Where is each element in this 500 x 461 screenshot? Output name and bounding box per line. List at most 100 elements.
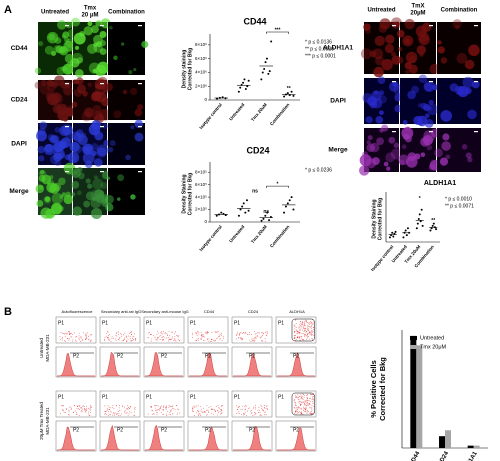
event-dot xyxy=(306,402,308,403)
event-dot xyxy=(122,340,124,341)
cell xyxy=(393,142,400,149)
event-dot xyxy=(112,337,114,339)
event-dot xyxy=(169,335,171,337)
x-tick-label: Isotype control xyxy=(198,224,223,252)
event-dot xyxy=(295,323,297,325)
event-dot xyxy=(174,409,176,410)
y-axis-label: Density Staining xyxy=(181,174,187,213)
data-point xyxy=(284,205,287,208)
event-dot xyxy=(204,412,206,413)
cell xyxy=(47,133,55,142)
event-dot xyxy=(107,408,109,410)
event-dot xyxy=(309,412,311,414)
data-point xyxy=(260,78,263,81)
event-dot xyxy=(265,335,267,337)
cell xyxy=(405,69,410,75)
bracket xyxy=(266,31,289,34)
event-dot xyxy=(192,409,194,411)
data-point xyxy=(242,81,245,84)
event-dot xyxy=(127,338,129,340)
legend-text: ** p ≤ 0.0020 xyxy=(305,46,334,52)
event-dot xyxy=(254,336,256,338)
event-dot xyxy=(262,333,264,334)
event-dot xyxy=(113,408,115,410)
cell xyxy=(40,80,47,87)
event-dot xyxy=(84,334,86,336)
event-dot xyxy=(65,412,66,413)
y-axis-label: Density Staining xyxy=(371,199,377,238)
event-dot xyxy=(236,334,238,336)
event-dot xyxy=(119,410,121,411)
event-dot xyxy=(294,326,296,328)
event-dot xyxy=(214,340,216,342)
event-dot xyxy=(199,406,201,407)
event-dot xyxy=(300,322,302,324)
event-dot xyxy=(154,336,156,338)
event-dot xyxy=(65,340,67,342)
event-dot xyxy=(117,331,119,333)
event-dot xyxy=(308,402,310,404)
event-dot xyxy=(175,405,177,407)
event-dot xyxy=(127,405,129,407)
cell xyxy=(441,141,451,151)
event-dot xyxy=(107,407,108,409)
event-dot xyxy=(62,409,64,411)
cell xyxy=(360,48,372,60)
cell xyxy=(423,80,435,93)
event-dot xyxy=(120,333,122,334)
event-dot xyxy=(307,334,309,335)
column-header: Untreated xyxy=(367,8,395,14)
cell xyxy=(95,20,102,27)
event-dot xyxy=(167,411,169,412)
event-dot xyxy=(129,336,131,338)
event-dot xyxy=(310,326,312,327)
cell xyxy=(366,143,376,153)
event-dot xyxy=(309,411,311,413)
event-dot xyxy=(236,331,238,333)
event-dot xyxy=(86,332,88,334)
event-dot xyxy=(116,414,118,416)
event-dot xyxy=(310,393,311,395)
event-dot xyxy=(299,400,301,402)
event-dot xyxy=(106,413,108,415)
event-dot xyxy=(303,410,304,411)
data-point xyxy=(261,71,264,74)
cell xyxy=(457,85,469,98)
event-dot xyxy=(88,338,90,340)
data-point xyxy=(262,217,265,220)
event-dot xyxy=(295,339,296,341)
y-tick-label: 4×10⁶ xyxy=(195,70,207,75)
event-dot xyxy=(163,405,165,407)
cell xyxy=(134,132,144,142)
event-dot xyxy=(167,334,168,336)
event-dot xyxy=(158,337,159,339)
event-dot xyxy=(198,413,200,415)
plot-frame xyxy=(275,390,317,418)
event-dot xyxy=(266,331,268,333)
event-dot xyxy=(255,413,257,414)
event-dot xyxy=(261,332,263,334)
event-dot xyxy=(299,332,301,334)
event-dot xyxy=(162,339,164,341)
event-dot xyxy=(309,333,311,334)
cell xyxy=(388,136,396,144)
event-dot xyxy=(302,339,304,341)
event-dot xyxy=(69,334,71,335)
event-dot xyxy=(251,409,252,411)
event-dot xyxy=(156,339,158,341)
event-dot xyxy=(298,399,300,401)
data-point xyxy=(418,213,421,216)
event-dot xyxy=(80,411,82,413)
event-dot xyxy=(261,408,262,410)
cell xyxy=(418,74,428,83)
cell xyxy=(34,81,42,89)
gate-label: P2 xyxy=(249,353,255,359)
event-dot xyxy=(81,407,82,408)
cell xyxy=(91,150,97,156)
cell xyxy=(82,143,94,155)
event-dot xyxy=(64,335,66,337)
event-dot xyxy=(201,408,202,410)
event-dot xyxy=(309,323,311,325)
cell xyxy=(113,55,118,61)
event-dot xyxy=(179,340,181,342)
